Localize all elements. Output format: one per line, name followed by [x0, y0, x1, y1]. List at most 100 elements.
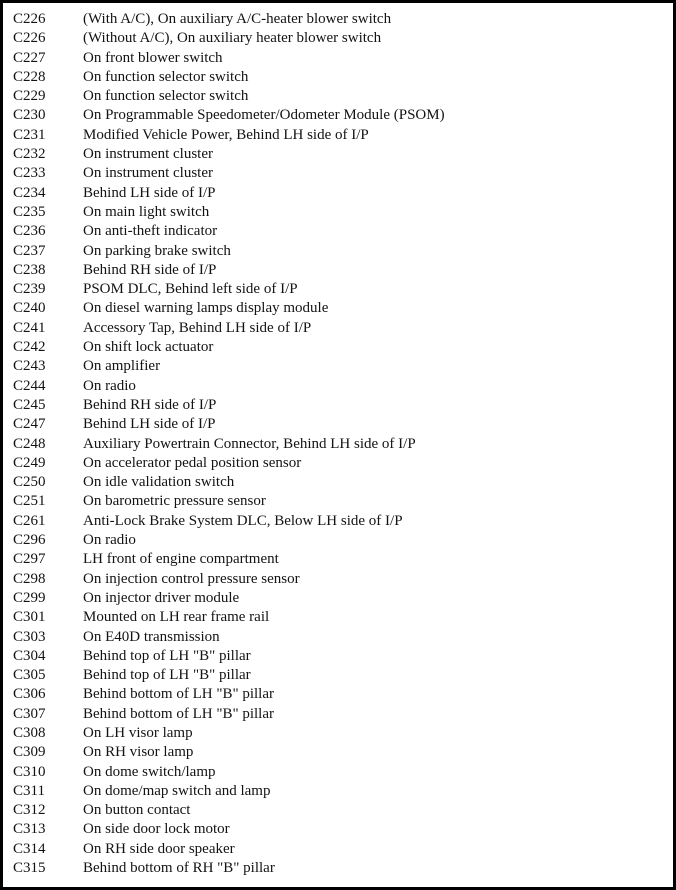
- connector-location: Behind bottom of LH "B" pillar: [83, 705, 274, 722]
- connector-location: On anti-theft indicator: [83, 223, 218, 240]
- connector-table-body: C226 (With A/C), On auxiliary A/C-heater…: [13, 10, 667, 878]
- table-row: C251 On barometric pressure sensor: [13, 492, 667, 511]
- connector-location: On front blower switch: [83, 49, 223, 66]
- connector-location: Behind top of LH "B" pillar: [83, 647, 251, 664]
- connector-code: C298: [13, 570, 46, 587]
- table-row: C315 Behind bottom of RH "B" pillar: [13, 859, 667, 878]
- connector-code: C299: [13, 589, 46, 606]
- connector-location: Anti-Lock Brake System DLC, Below LH sid…: [83, 512, 403, 529]
- connector-location: On side door lock motor: [83, 821, 230, 838]
- connector-code: C245: [13, 396, 46, 413]
- connector-code: C305: [13, 667, 46, 684]
- connector-code: C229: [13, 88, 46, 105]
- connector-code: C226: [13, 30, 46, 47]
- table-row: C244 On radio: [13, 377, 667, 396]
- connector-location: On Programmable Speedometer/Odometer Mod…: [83, 107, 445, 124]
- connector-location: Behind LH side of I/P: [83, 416, 216, 433]
- connector-location: Behind bottom of RH "B" pillar: [83, 860, 275, 877]
- connector-location: On function selector switch: [83, 88, 249, 105]
- connector-code: C240: [13, 300, 46, 317]
- connector-code: C241: [13, 319, 46, 336]
- connector-code: C306: [13, 686, 46, 703]
- connector-code: C236: [13, 223, 46, 240]
- connector-code: C308: [13, 724, 46, 741]
- connector-location: Modified Vehicle Power, Behind LH side o…: [83, 126, 369, 143]
- connector-location: On function selector switch: [83, 68, 249, 85]
- table-row: C307 Behind bottom of LH "B" pillar: [13, 705, 667, 724]
- table-row: C306 Behind bottom of LH "B" pillar: [13, 685, 667, 704]
- table-row: C243 On amplifier: [13, 357, 667, 376]
- connector-code: C248: [13, 435, 46, 452]
- connector-code: C242: [13, 339, 46, 356]
- connector-location: On dome switch/lamp: [83, 763, 216, 780]
- connector-location: On button contact: [83, 802, 191, 819]
- connector-location: On radio: [83, 532, 136, 549]
- connector-location: On injection control pressure sensor: [83, 570, 300, 587]
- table-row: C303 On E40D transmission: [13, 628, 667, 647]
- connector-code: C247: [13, 416, 46, 433]
- connector-location: On instrument cluster: [83, 146, 213, 163]
- connector-code: C311: [13, 782, 45, 799]
- connector-code: C301: [13, 609, 46, 626]
- connector-code: C314: [13, 840, 46, 857]
- connector-code: C313: [13, 821, 46, 838]
- connector-code: C249: [13, 454, 46, 471]
- table-row: C305 Behind top of LH "B" pillar: [13, 666, 667, 685]
- connector-location: On E40D transmission: [83, 628, 220, 645]
- connector-location: LH front of engine compartment: [83, 551, 279, 568]
- connector-code: C310: [13, 763, 46, 780]
- connector-location: (With A/C), On auxiliary A/C-heater blow…: [83, 11, 392, 27]
- connector-code: C243: [13, 358, 46, 375]
- table-row: C232 On instrument cluster: [13, 145, 667, 164]
- table-row: C299 On injector driver module: [13, 589, 667, 608]
- table-row: C242 On shift lock actuator: [13, 338, 667, 357]
- table-row: C227 On front blower switch: [13, 49, 667, 68]
- connector-location: On instrument cluster: [83, 165, 213, 182]
- table-row: C248 Auxiliary Powertrain Connector, Beh…: [13, 435, 667, 454]
- table-row: C226 (With A/C), On auxiliary A/C-heater…: [13, 10, 667, 29]
- table-row: C231 Modified Vehicle Power, Behind LH s…: [13, 126, 667, 145]
- connector-code: C250: [13, 474, 46, 491]
- table-row: C226 (Without A/C), On auxiliary heater …: [13, 29, 667, 48]
- connector-location: Behind bottom of LH "B" pillar: [83, 686, 274, 703]
- table-row: C238 Behind RH side of I/P: [13, 261, 667, 280]
- table-row: C301 Mounted on LH rear frame rail: [13, 608, 667, 627]
- connector-location: Behind top of LH "B" pillar: [83, 667, 251, 684]
- connector-code: C226: [13, 11, 46, 27]
- connector-code: C296: [13, 532, 46, 549]
- table-row: C229 On function selector switch: [13, 87, 667, 106]
- connector-location: Behind RH side of I/P: [83, 396, 217, 413]
- table-row: C304 Behind top of LH "B" pillar: [13, 647, 667, 666]
- connector-location: On RH visor lamp: [83, 744, 194, 761]
- table-row: C245 Behind RH side of I/P: [13, 396, 667, 415]
- table-row: C310 On dome switch/lamp: [13, 763, 667, 782]
- connector-location: On diesel warning lamps display module: [83, 300, 329, 317]
- table-row: C261 Anti-Lock Brake System DLC, Below L…: [13, 512, 667, 531]
- connector-location: Behind RH side of I/P: [83, 261, 217, 278]
- connector-code: C238: [13, 261, 46, 278]
- connector-location: On dome/map switch and lamp: [83, 782, 271, 799]
- connector-location: On radio: [83, 377, 136, 394]
- table-row: C247 Behind LH side of I/P: [13, 415, 667, 434]
- connector-code: C227: [13, 49, 46, 66]
- connector-location: Auxiliary Powertrain Connector, Behind L…: [83, 435, 416, 452]
- table-row: C308 On LH visor lamp: [13, 724, 667, 743]
- table-row: C296 On radio: [13, 531, 667, 550]
- connector-location: Accessory Tap, Behind LH side of I/P: [83, 319, 312, 336]
- connector-location: On injector driver module: [83, 589, 240, 606]
- connector-location: On idle validation switch: [83, 474, 235, 491]
- table-row: C241 Accessory Tap, Behind LH side of I/…: [13, 319, 667, 338]
- table-row: C312 On button contact: [13, 801, 667, 820]
- table-row: C233 On instrument cluster: [13, 164, 667, 183]
- connector-code: C297: [13, 551, 46, 568]
- connector-code: C232: [13, 146, 46, 163]
- table-row: C314 On RH side door speaker: [13, 840, 667, 859]
- connector-location: (Without A/C), On auxiliary heater blowe…: [83, 30, 382, 47]
- connector-code: C230: [13, 107, 46, 124]
- connector-code: C303: [13, 628, 46, 645]
- table-row: C240 On diesel warning lamps display mod…: [13, 299, 667, 318]
- connector-location: On shift lock actuator: [83, 339, 214, 356]
- connector-location: On RH side door speaker: [83, 840, 235, 857]
- table-row: C228 On function selector switch: [13, 68, 667, 87]
